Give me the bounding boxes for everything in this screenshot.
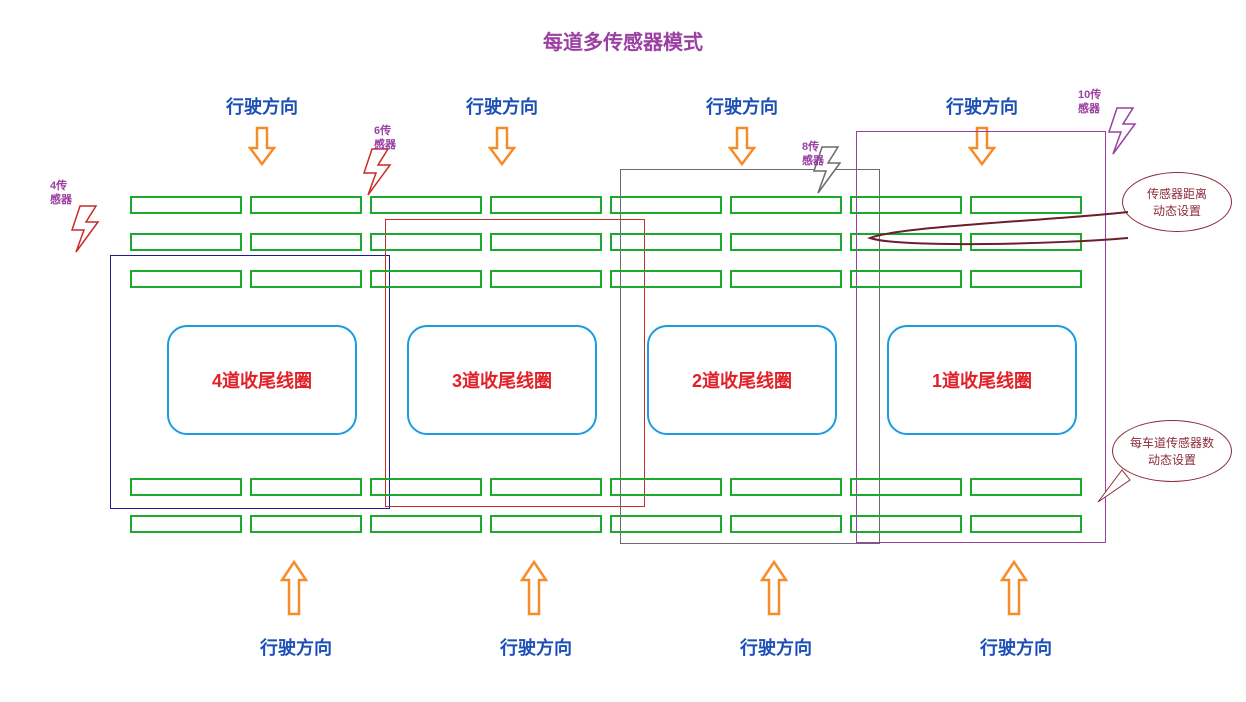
arrow-down-3 [728,126,756,166]
sensor-row [370,515,602,533]
sensor-cell [370,478,482,496]
sensor-cell [370,515,482,533]
sensor-row [370,233,602,251]
sensor-cell [970,233,1082,251]
bolt-label: 4传感器 [50,179,72,208]
direction-label-bottom-4: 行驶方向 [980,634,1052,660]
bolt-label: 6传感器 [374,124,396,153]
direction-label-bottom-1: 行驶方向 [260,634,332,660]
sensor-cell [490,233,602,251]
sensor-cell [250,515,362,533]
direction-label-bottom-2: 行驶方向 [500,634,572,660]
arrow-up-3 [760,560,788,616]
sensor-row [610,196,842,214]
arrow-up-1 [280,560,308,616]
direction-label-top-4: 行驶方向 [946,93,1018,119]
sensor-cell [730,478,842,496]
direction-label-bottom-3: 行驶方向 [740,634,812,660]
sensor-row [850,196,1082,214]
sensor-row [610,478,842,496]
sensor-row [370,478,602,496]
sensor-cell [850,270,962,288]
arrow-down-1 [248,126,276,166]
sensor-cell [130,515,242,533]
sensor-cell [370,270,482,288]
sensor-cell [850,478,962,496]
sensor-cell [850,196,962,214]
sensor-row [370,196,602,214]
sensor-cell [850,233,962,251]
arrow-up-2 [520,560,548,616]
sensor-cell [130,478,242,496]
sensor-row [130,270,362,288]
direction-label-top-2: 行驶方向 [466,93,538,119]
sensor-cell [730,270,842,288]
direction-label-top-3: 行驶方向 [706,93,778,119]
coil-box-1: 1道收尾线圈 [887,325,1077,435]
sensor-cell [130,233,242,251]
sensor-row [370,270,602,288]
lightning-bolt-icon [1105,106,1145,156]
sensor-cell [370,196,482,214]
sensor-cell [970,270,1082,288]
sensor-cell [250,478,362,496]
sensor-row [130,233,362,251]
arrow-up-4 [1000,560,1028,616]
bolt-label: 10传感器 [1078,88,1101,117]
callout-line: 动态设置 [1148,451,1196,468]
sensor-cell [490,270,602,288]
coil-label: 4道收尾线圈 [212,367,312,393]
coil-box-2: 2道收尾线圈 [647,325,837,435]
sensor-cell [730,196,842,214]
sensor-cell [490,478,602,496]
bolt-label: 8传感器 [802,140,824,169]
diagram-title: 每道多传感器模式 [543,26,703,55]
lightning-bolt-icon [360,147,400,197]
sensor-row [130,196,362,214]
sensor-cell [970,515,1082,533]
sensor-row [130,515,362,533]
sensor-cell [130,196,242,214]
sensor-row [610,233,842,251]
sensor-row [610,270,842,288]
sensor-cell [610,478,722,496]
sensor-cell [610,196,722,214]
sensor-row [850,478,1082,496]
sensor-cell [610,233,722,251]
coil-label: 2道收尾线圈 [692,367,792,393]
sensor-cell [970,196,1082,214]
sensor-cell [850,515,962,533]
sensor-cell [250,233,362,251]
callout-distance: 传感器距离 动态设置 [1122,172,1232,232]
sensor-row [130,478,362,496]
sensor-cell [970,478,1082,496]
coil-label: 1道收尾线圈 [932,367,1032,393]
coil-box-3: 3道收尾线圈 [407,325,597,435]
coil-box-4: 4道收尾线圈 [167,325,357,435]
coil-label: 3道收尾线圈 [452,367,552,393]
sensor-cell [250,270,362,288]
callout-line: 每车道传感器数 [1130,434,1214,451]
sensor-cell [130,270,242,288]
sensor-row [850,270,1082,288]
sensor-cell [250,196,362,214]
direction-label-top-1: 行驶方向 [226,93,298,119]
sensor-cell [730,515,842,533]
sensor-cell [730,233,842,251]
lightning-bolt-icon [68,204,108,254]
callout-line: 动态设置 [1153,202,1201,219]
sensor-row [610,515,842,533]
sensor-cell [370,233,482,251]
sensor-cell [490,515,602,533]
callout-count: 每车道传感器数 动态设置 [1112,420,1232,482]
sensor-cell [490,196,602,214]
sensor-row [850,515,1082,533]
sensor-cell [610,270,722,288]
sensor-row [850,233,1082,251]
arrow-down-2 [488,126,516,166]
callout-line: 传感器距离 [1147,185,1207,202]
sensor-cell [610,515,722,533]
